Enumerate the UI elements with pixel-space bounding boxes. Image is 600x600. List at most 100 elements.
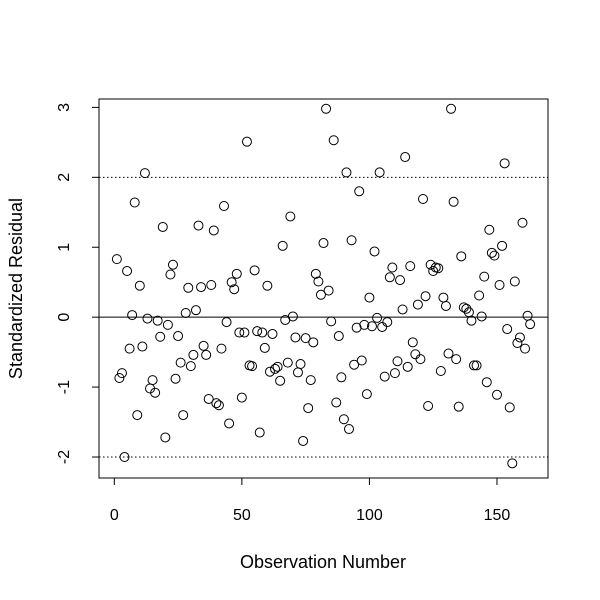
data-point <box>397 304 408 315</box>
data-point <box>193 220 204 231</box>
data-point <box>344 424 355 435</box>
data-point <box>155 331 166 342</box>
data-point <box>446 103 457 114</box>
data-point <box>216 343 227 354</box>
data-point <box>315 289 326 300</box>
data-point <box>183 282 194 293</box>
data-point <box>474 290 485 301</box>
data-point <box>428 266 439 277</box>
data-point <box>241 136 252 147</box>
data-point <box>497 240 508 251</box>
data-point <box>509 276 520 287</box>
data-point <box>407 337 418 348</box>
data-point <box>466 315 477 326</box>
data-point <box>486 247 497 258</box>
data-point <box>415 354 426 365</box>
data-point <box>520 343 531 354</box>
data-point <box>364 292 375 303</box>
data-point <box>298 435 309 446</box>
data-point <box>461 303 472 314</box>
data-point <box>231 268 242 279</box>
y-tick-label: 3 <box>56 103 73 112</box>
data-point <box>412 299 423 310</box>
data-point <box>395 275 406 286</box>
data-point <box>285 211 296 222</box>
data-point <box>239 327 250 338</box>
data-point <box>504 402 515 413</box>
y-tick-label: -2 <box>56 450 73 464</box>
data-point <box>287 311 298 322</box>
data-point <box>157 221 168 232</box>
data-point <box>150 387 161 398</box>
data-point <box>259 342 270 353</box>
data-point <box>208 225 219 236</box>
data-point <box>499 158 510 169</box>
data-point <box>122 266 133 277</box>
data-point <box>336 372 347 383</box>
data-point <box>167 259 178 270</box>
data-point <box>435 366 446 377</box>
data-point <box>132 410 143 421</box>
data-point <box>308 337 319 348</box>
data-point <box>257 327 268 338</box>
data-point <box>514 332 525 343</box>
data-point <box>152 315 163 326</box>
data-point <box>252 326 263 337</box>
data-point <box>372 312 383 323</box>
data-point <box>134 280 145 291</box>
data-point <box>114 373 125 384</box>
data-point <box>369 246 380 257</box>
data-point <box>219 200 230 211</box>
data-point <box>188 349 199 360</box>
data-point <box>356 355 367 366</box>
data-point <box>502 324 513 335</box>
data-point <box>331 397 342 408</box>
data-point <box>196 282 207 293</box>
data-point <box>142 313 153 324</box>
data-point <box>282 357 293 368</box>
data-point <box>185 361 196 372</box>
data-point <box>178 410 189 421</box>
data-point <box>489 250 500 261</box>
data-point <box>387 262 398 273</box>
data-point <box>116 368 127 379</box>
data-point <box>264 366 275 377</box>
data-point <box>300 333 311 344</box>
data-point <box>213 400 224 411</box>
data-point <box>206 280 217 291</box>
data-point <box>211 398 222 409</box>
data-point <box>229 284 240 295</box>
data-point <box>479 271 490 282</box>
data-point <box>494 280 505 291</box>
data-point <box>481 377 492 388</box>
data-point <box>180 307 191 318</box>
data-point <box>277 240 288 251</box>
data-point <box>349 359 360 370</box>
data-point <box>440 300 451 311</box>
data-point <box>173 331 184 342</box>
data-point <box>512 338 523 349</box>
data-point <box>270 363 281 374</box>
y-tick-label: -1 <box>56 380 73 394</box>
x-tick-label: 0 <box>110 507 119 524</box>
data-point <box>400 152 411 163</box>
x-tick-label: 100 <box>356 507 383 524</box>
data-point <box>124 343 135 354</box>
data-point <box>451 354 462 365</box>
data-point <box>175 357 186 368</box>
data-point <box>165 269 176 280</box>
data-point <box>139 168 150 179</box>
x-tick-label: 50 <box>233 507 251 524</box>
data-point <box>443 348 454 359</box>
data-point <box>129 197 140 208</box>
data-point <box>361 389 372 400</box>
data-point <box>328 135 339 146</box>
data-point <box>321 103 332 114</box>
data-point <box>384 272 395 283</box>
data-point <box>162 319 173 330</box>
data-point <box>448 196 459 207</box>
data-point <box>198 340 209 351</box>
data-point <box>203 393 214 404</box>
data-point <box>420 291 431 302</box>
